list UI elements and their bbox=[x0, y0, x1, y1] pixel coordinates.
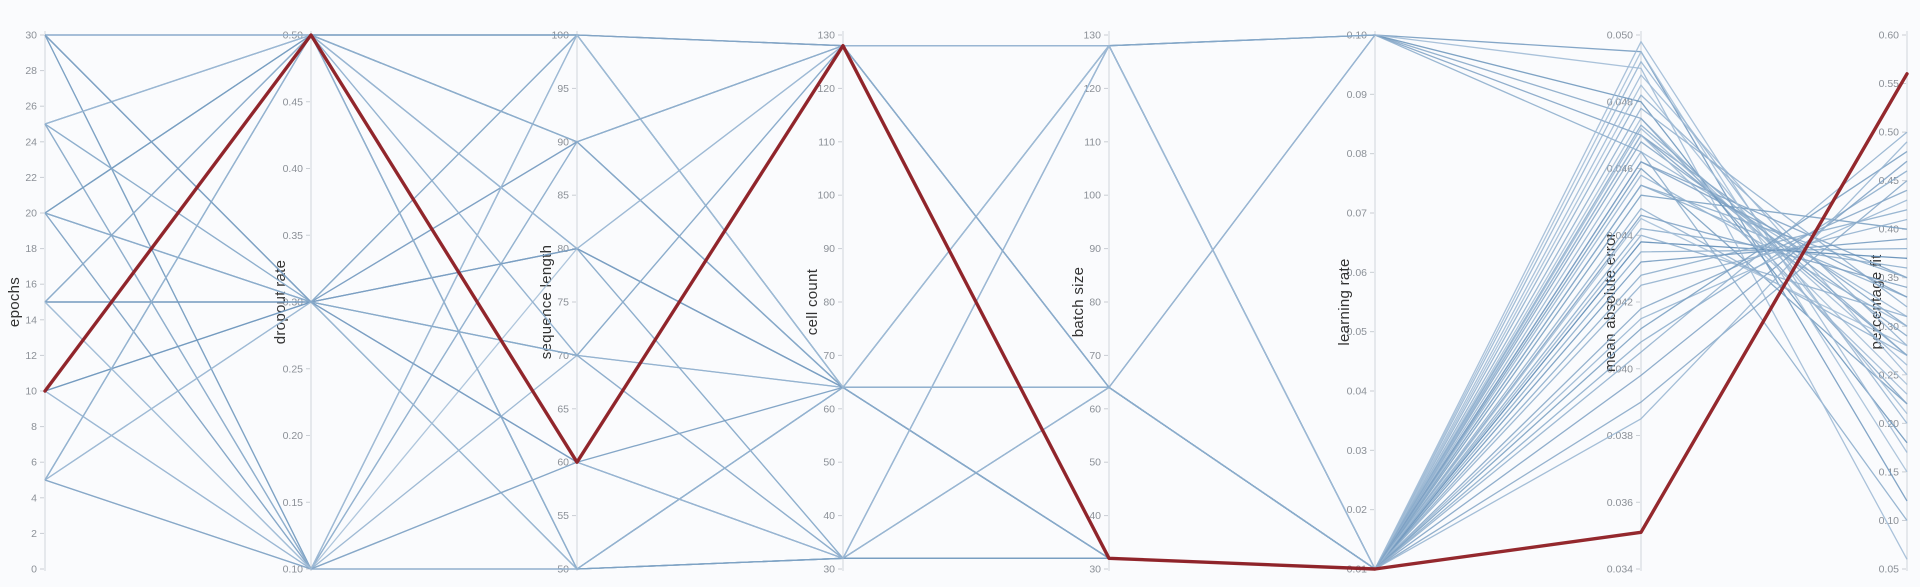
tick-label-sequence_length: 90 bbox=[557, 136, 569, 148]
tick-label-epochs: 26 bbox=[25, 101, 37, 113]
tick-label-epochs: 28 bbox=[25, 65, 37, 77]
tick-label-learning_rate: 0.07 bbox=[1347, 208, 1368, 220]
tick-label-learning_rate: 0.09 bbox=[1347, 89, 1368, 101]
tick-label-percentage_fit: 0.45 bbox=[1879, 175, 1900, 187]
tick-label-percentage_fit: 0.50 bbox=[1879, 127, 1900, 139]
tick-label-batch_size: 80 bbox=[1089, 297, 1101, 309]
tick-label-percentage_fit: 0.05 bbox=[1879, 564, 1900, 576]
run-line[interactable] bbox=[45, 241, 1908, 570]
tick-label-sequence_length: 80 bbox=[557, 243, 569, 255]
tick-label-cell_count: 120 bbox=[817, 83, 835, 95]
tick-label-epochs: 24 bbox=[25, 136, 37, 148]
tick-label-percentage_fit: 0.10 bbox=[1879, 515, 1900, 527]
axis-title-mean_absolute_error: mean absolute error bbox=[1602, 232, 1619, 372]
tick-label-learning_rate: 0.03 bbox=[1347, 445, 1368, 457]
tick-label-mean_absolute_error: 0.036 bbox=[1607, 497, 1633, 509]
tick-label-sequence_length: 75 bbox=[557, 297, 569, 309]
tick-label-epochs: 6 bbox=[31, 457, 37, 469]
tick-label-sequence_length: 85 bbox=[557, 190, 569, 202]
tick-label-epochs: 22 bbox=[25, 172, 37, 184]
tick-label-batch_size: 90 bbox=[1089, 243, 1101, 255]
tick-label-mean_absolute_error: 0.050 bbox=[1607, 30, 1633, 42]
tick-label-epochs: 10 bbox=[25, 386, 37, 398]
tick-label-dropout_rate: 0.20 bbox=[283, 430, 304, 442]
tick-label-batch_size: 30 bbox=[1089, 564, 1101, 576]
tick-label-dropout_rate: 0.25 bbox=[283, 363, 304, 375]
run-line[interactable] bbox=[45, 34, 1908, 570]
tick-label-cell_count: 80 bbox=[823, 297, 835, 309]
tick-label-epochs: 2 bbox=[31, 528, 37, 540]
tick-label-cell_count: 130 bbox=[817, 30, 835, 42]
tick-label-learning_rate: 0.05 bbox=[1347, 326, 1368, 338]
tick-label-cell_count: 40 bbox=[823, 510, 835, 522]
tick-label-epochs: 30 bbox=[25, 30, 37, 42]
tick-label-mean_absolute_error: 0.034 bbox=[1607, 564, 1633, 576]
run-line[interactable] bbox=[44, 45, 1908, 570]
tick-label-epochs: 20 bbox=[25, 208, 37, 220]
tick-label-dropout_rate: 0.15 bbox=[283, 497, 304, 509]
tick-label-batch_size: 100 bbox=[1083, 190, 1101, 202]
tick-label-cell_count: 70 bbox=[823, 350, 835, 362]
axis-title-learning_rate: learning rate bbox=[1336, 258, 1353, 345]
tick-label-epochs: 12 bbox=[25, 350, 37, 362]
tick-label-learning_rate: 0.08 bbox=[1347, 148, 1368, 160]
run-line[interactable] bbox=[44, 234, 1908, 570]
tick-label-sequence_length: 60 bbox=[557, 457, 569, 469]
tick-label-cell_count: 90 bbox=[823, 243, 835, 255]
tick-label-mean_absolute_error: 0.038 bbox=[1607, 430, 1633, 442]
tick-label-dropout_rate: 0.35 bbox=[283, 230, 304, 242]
tick-label-epochs: 14 bbox=[25, 314, 37, 326]
axis-title-cell_count: cell count bbox=[804, 268, 821, 335]
highlighted-run-line[interactable] bbox=[43, 33, 1909, 571]
tick-label-sequence_length: 55 bbox=[557, 510, 569, 522]
tick-label-cell_count: 60 bbox=[823, 403, 835, 415]
tick-label-learning_rate: 0.02 bbox=[1347, 504, 1368, 516]
tick-label-batch_size: 110 bbox=[1084, 136, 1101, 148]
tick-label-sequence_length: 70 bbox=[557, 350, 569, 362]
tick-label-learning_rate: 0.06 bbox=[1347, 267, 1368, 279]
tick-label-epochs: 0 bbox=[31, 564, 37, 576]
tick-label-dropout_rate: 0.45 bbox=[283, 96, 304, 108]
tick-label-epochs: 8 bbox=[31, 421, 37, 433]
axis-title-batch_size: batch size bbox=[1070, 267, 1087, 338]
run-line[interactable] bbox=[44, 34, 1908, 570]
tick-label-cell_count: 30 bbox=[823, 564, 835, 576]
tick-label-dropout_rate: 0.40 bbox=[283, 163, 304, 175]
tick-label-cell_count: 50 bbox=[823, 457, 835, 469]
tick-label-batch_size: 130 bbox=[1083, 30, 1101, 42]
tick-label-cell_count: 100 bbox=[817, 190, 835, 202]
tick-label-cell_count: 110 bbox=[818, 136, 835, 148]
tick-label-dropout_rate: 0.10 bbox=[283, 564, 304, 576]
tick-label-sequence_length: 65 bbox=[557, 403, 569, 415]
tick-label-percentage_fit: 0.25 bbox=[1879, 369, 1900, 381]
tick-label-mean_absolute_error: 0.044 bbox=[1607, 230, 1633, 242]
tick-label-batch_size: 70 bbox=[1089, 350, 1101, 362]
tick-label-percentage_fit: 0.15 bbox=[1879, 466, 1900, 478]
tick-label-batch_size: 60 bbox=[1089, 403, 1101, 415]
axis-title-sequence_length: sequence length bbox=[538, 245, 555, 360]
tick-label-batch_size: 50 bbox=[1089, 457, 1101, 469]
tick-label-learning_rate: 0.04 bbox=[1347, 386, 1368, 398]
tick-label-sequence_length: 95 bbox=[557, 83, 569, 95]
tick-label-batch_size: 40 bbox=[1089, 510, 1101, 522]
tick-label-percentage_fit: 0.55 bbox=[1879, 78, 1900, 90]
axis-title-epochs: epochs bbox=[6, 277, 23, 327]
tick-label-epochs: 4 bbox=[31, 492, 37, 504]
tick-label-percentage_fit: 0.60 bbox=[1879, 30, 1900, 42]
tick-label-epochs: 16 bbox=[25, 279, 37, 291]
tick-label-epochs: 18 bbox=[25, 243, 37, 255]
run-line[interactable] bbox=[44, 34, 1908, 570]
